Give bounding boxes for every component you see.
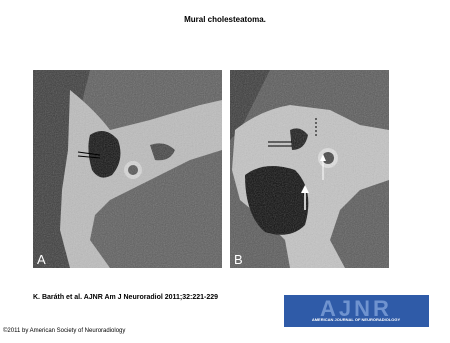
ct-image-b: [230, 70, 389, 268]
slide-title: Mural cholesteatoma.: [184, 15, 266, 24]
citation: K. Baráth et al. AJNR Am J Neuroradiol 2…: [33, 294, 218, 301]
logo-background: [284, 295, 429, 327]
ct-image-a: [33, 70, 222, 268]
copyright: ©2011 by American Society of Neuroradiol…: [3, 327, 125, 334]
logo-title: AJNR: [320, 296, 392, 321]
logo-subtitle: AMERICAN JOURNAL OF NEURORADIOLOGY: [312, 317, 401, 322]
panel-label: B: [234, 252, 243, 267]
panel-label: A: [37, 252, 46, 267]
journal-logo: AJNR AMERICAN JOURNAL OF NEURORADIOLOGY: [284, 295, 429, 327]
